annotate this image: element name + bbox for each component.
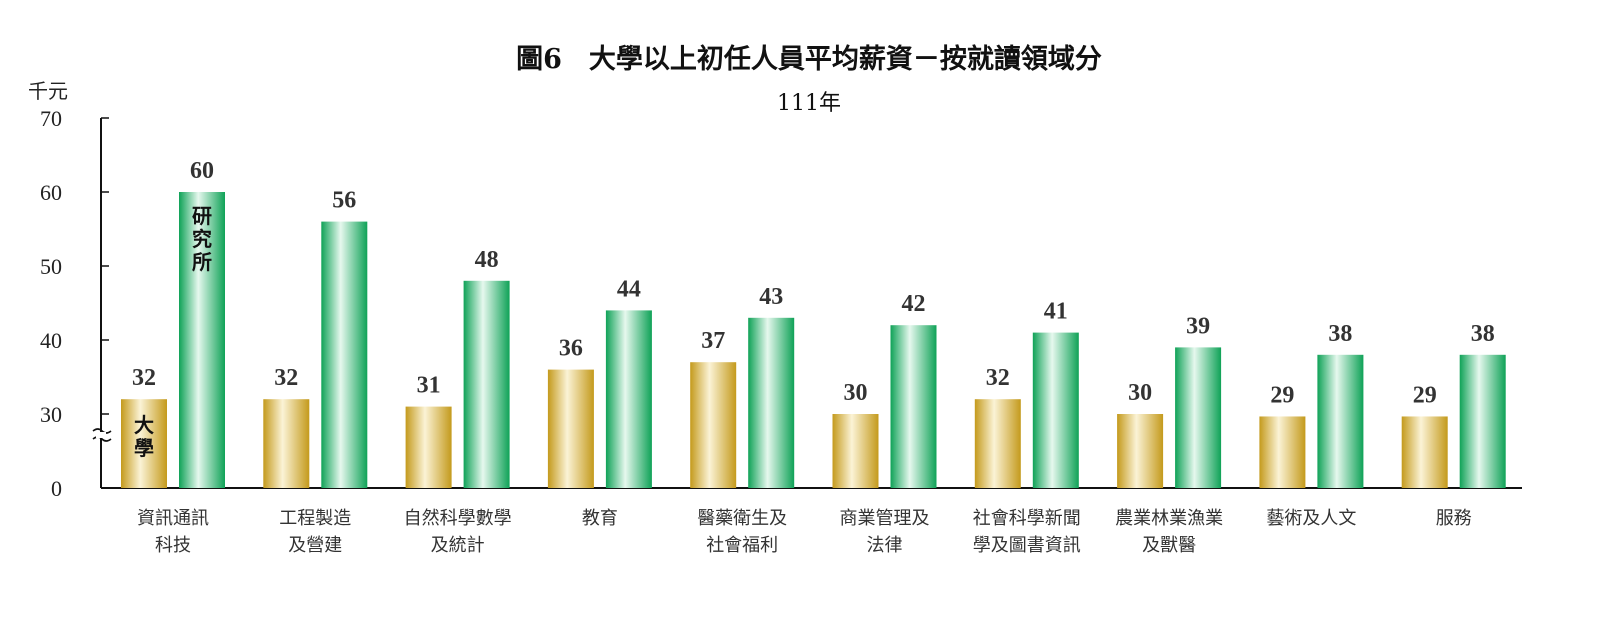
bar-graduate [1317, 354, 1364, 488]
category-label: 法律 [867, 535, 903, 556]
bar-value-label: 44 [617, 276, 641, 302]
bar-value-label: 31 [417, 373, 441, 399]
category-label: 服務 [1436, 508, 1472, 529]
bar-university [121, 399, 167, 488]
bar-university [690, 362, 737, 488]
bar-university [547, 369, 594, 488]
category-label: 商業管理及 [840, 508, 930, 529]
bar-value-label: 43 [759, 284, 783, 310]
series-label-university: 大 [134, 413, 154, 437]
category-label: 藝術及人文 [1266, 508, 1356, 529]
y-tick-label: 0 [51, 476, 62, 501]
bar-university [832, 414, 879, 488]
bar-university [974, 399, 1021, 488]
category-label: 資訊通訊 [137, 508, 209, 529]
y-tick-label: 40 [40, 328, 62, 353]
bar-value-label: 29 [1413, 382, 1437, 408]
category-label: 及營建 [288, 535, 342, 556]
bar-value-label: 32 [274, 365, 298, 391]
bar-value-label: 48 [475, 247, 499, 273]
bar-value-label: 30 [844, 380, 868, 406]
bar-value-label: 41 [1044, 299, 1068, 325]
bar-value-label: 39 [1186, 313, 1210, 339]
series-label-graduate: 研 [192, 204, 212, 228]
category-label: 醫藥衛生及 [697, 508, 787, 529]
bar-university [1117, 414, 1164, 488]
bar-value-label: 36 [559, 336, 583, 362]
bar-graduate [179, 192, 225, 488]
y-tick-label: 30 [40, 402, 62, 427]
y-tick-label: 70 [40, 106, 62, 131]
bar-value-label: 42 [902, 291, 926, 317]
axis-break-gap [96, 432, 106, 438]
bar-university [1401, 416, 1448, 488]
category-label: 及獸醫 [1142, 535, 1196, 556]
value-labels: 32 60 32 56 31 48 36 44 37 43 30 42 32 41 30 39 29 38 29 38 [132, 158, 1495, 408]
series-label-graduate: 所 [192, 250, 212, 274]
bar-value-label: 56 [332, 188, 356, 214]
bar-graduate [1175, 347, 1222, 488]
bar-university [263, 399, 310, 488]
bar-graduate [605, 310, 652, 488]
bar-graduate [1032, 332, 1079, 488]
bar-graduate [890, 325, 937, 488]
bar-graduate [1459, 354, 1506, 488]
bar-value-label: 38 [1328, 321, 1352, 347]
chart-title: 圖6 大學以上初任人員平均薪資－按就讀領域分 [516, 43, 1102, 75]
bar-graduate [321, 221, 368, 488]
bar-graduate [748, 317, 795, 488]
category-label: 農業林業漁業 [1115, 508, 1223, 529]
category-label: 教育 [582, 508, 618, 529]
category-label: 工程製造 [279, 508, 351, 529]
bar-value-label: 30 [1128, 380, 1152, 406]
category-label: 及統計 [431, 535, 485, 556]
category-label: 自然科學數學 [404, 508, 512, 529]
bar-university [405, 406, 452, 488]
category-label: 社會福利 [706, 535, 778, 556]
series-label-university: 學 [134, 436, 154, 460]
bar-value-label: 32 [132, 365, 156, 391]
category-label: 科技 [155, 535, 191, 556]
y-tick-label: 50 [40, 254, 62, 279]
bar-value-label: 38 [1471, 321, 1495, 347]
category-label: 社會科學新聞 [973, 508, 1081, 529]
series-in-bar-labels: 大學 研究所 [134, 204, 212, 460]
category-label: 學及圖書資訊 [973, 535, 1081, 556]
bar-graduate [463, 280, 510, 488]
bar-value-label: 37 [701, 328, 725, 354]
chart-subtitle: 111年 [777, 91, 841, 116]
bars [121, 192, 1506, 488]
bar-value-label: 32 [986, 365, 1010, 391]
axis-break-icon [92, 428, 112, 442]
bar-value-label: 29 [1270, 382, 1294, 408]
bar-value-label: 60 [190, 158, 214, 184]
y-axis-unit-label: 千元 [28, 79, 68, 103]
bar-university [1259, 416, 1306, 488]
y-ticks: 0 30 40 50 60 70 [40, 106, 109, 501]
series-label-graduate: 究 [192, 227, 212, 251]
y-tick-label: 60 [40, 180, 62, 205]
